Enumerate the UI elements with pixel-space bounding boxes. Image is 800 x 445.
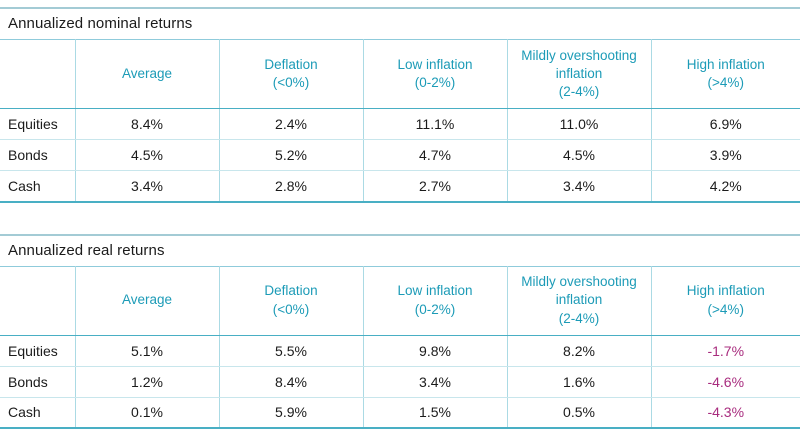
value-cell: 8.4% — [74, 108, 219, 140]
nominal-returns-title: Annualized nominal returns — [8, 15, 193, 32]
value-cell: 3.4% — [506, 170, 651, 203]
value-cell: 5.2% — [218, 139, 363, 171]
value-cell: 3.4% — [362, 366, 507, 398]
value-cell: -4.6% — [650, 366, 800, 398]
table-row: Bonds 1.2% 8.4% 3.4% 1.6% -4.6% — [0, 366, 800, 398]
real-returns-section: Annualized real returns Average Deflation… — [0, 233, 800, 429]
value-cell: 1.2% — [74, 366, 219, 398]
value-cell: 4.7% — [362, 139, 507, 171]
table-row: Cash 3.4% 2.8% 2.7% 3.4% 4.2% — [0, 170, 800, 203]
value-cell: 3.4% — [74, 170, 219, 203]
value-cell: -1.7% — [650, 335, 800, 367]
value-cell: 4.5% — [74, 139, 219, 171]
column-header: Average — [74, 39, 219, 109]
nominal-returns-table: Average Deflation (<0%) Low inflation (0-2… — [0, 39, 800, 203]
row-label: Bonds — [0, 139, 75, 171]
value-cell: 5.1% — [74, 335, 219, 367]
value-cell: 2.7% — [362, 170, 507, 203]
value-cell: 9.8% — [362, 335, 507, 367]
table-row: Bonds 4.5% 5.2% 4.7% 4.5% 3.9% — [0, 139, 800, 171]
column-header: High inflation (>4%) — [650, 39, 800, 109]
value-cell: 2.4% — [218, 108, 363, 140]
table-row: Equities 5.1% 5.5% 9.8% 8.2% -1.7% — [0, 335, 800, 367]
value-cell: 8.2% — [506, 335, 651, 367]
row-label: Bonds — [0, 366, 75, 398]
header-row: Average Deflation (<0%) Low inflation (0-2… — [0, 39, 800, 109]
value-cell: 6.9% — [650, 108, 800, 140]
value-cell: 4.2% — [650, 170, 800, 203]
column-header: Mildly overshooting inflation (2-4%) — [506, 266, 651, 336]
column-header: High inflation (>4%) — [650, 266, 800, 336]
value-cell: 8.4% — [218, 366, 363, 398]
column-header: Mildly overshooting inflation (2-4%) — [506, 39, 651, 109]
value-cell: 11.1% — [362, 108, 507, 140]
value-cell: 0.1% — [74, 397, 219, 429]
value-cell: 5.9% — [218, 397, 363, 429]
value-cell: -4.3% — [650, 397, 800, 429]
value-cell: 5.5% — [218, 335, 363, 367]
row-label: Cash — [0, 170, 75, 203]
row-label: Equities — [0, 335, 75, 367]
table-row: Equities 8.4% 2.4% 11.1% 11.0% 6.9% — [0, 108, 800, 140]
value-cell: 1.5% — [362, 397, 507, 429]
value-cell: 1.6% — [506, 366, 651, 398]
value-cell: 2.8% — [218, 170, 363, 203]
column-header: Low inflation (0-2%) — [362, 39, 507, 109]
value-cell: 3.9% — [650, 139, 800, 171]
table-row: Cash 0.1% 5.9% 1.5% 0.5% -4.3% — [0, 397, 800, 429]
value-cell: 0.5% — [506, 397, 651, 429]
value-cell: 4.5% — [506, 139, 651, 171]
column-header: Deflation (<0%) — [218, 39, 363, 109]
nominal-returns-section: Annualized nominal returns Average Deflat… — [0, 7, 800, 203]
row-label-header — [0, 266, 75, 336]
header-row: Average Deflation (<0%) Low inflation (0-2… — [0, 266, 800, 336]
column-header: Deflation (<0%) — [218, 266, 363, 336]
row-label: Equities — [0, 108, 75, 140]
real-returns-title: Annualized real returns — [8, 241, 165, 259]
row-label-header — [0, 39, 75, 109]
column-header: Low inflation (0-2%) — [362, 266, 507, 336]
real-returns-table: Average Deflation (<0%) Low inflation (0-2… — [0, 265, 800, 429]
column-header: Average — [74, 266, 219, 336]
value-cell: 11.0% — [506, 108, 651, 140]
row-label: Cash — [0, 397, 75, 429]
